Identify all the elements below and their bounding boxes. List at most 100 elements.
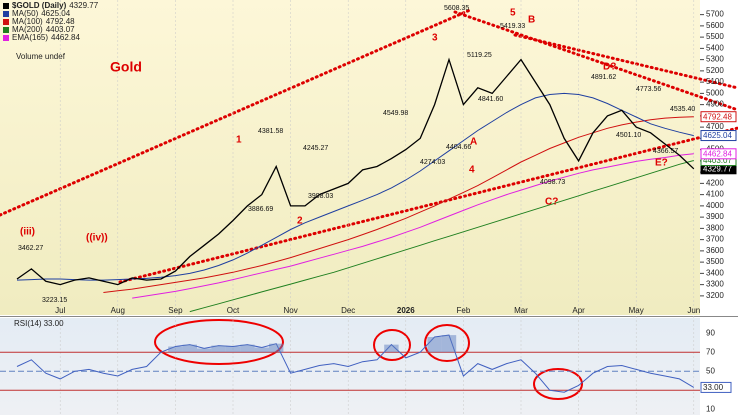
y-tick-label: 3200 xyxy=(706,291,724,300)
y-tick-label: 5000 xyxy=(706,88,724,97)
end-tag xyxy=(700,381,732,393)
price-annotation: 4098.73 xyxy=(540,179,565,186)
end-tag-label: 4329.77 xyxy=(703,164,732,173)
price-annotation: 4274.03 xyxy=(420,159,445,166)
series-line xyxy=(103,116,694,293)
wave-label: 1 xyxy=(236,135,242,146)
price-annotation: 4381.58 xyxy=(258,128,283,135)
x-tick-label: Aug xyxy=(111,306,125,315)
legend-entry: MA(50) 4625.04 xyxy=(3,9,71,18)
highlight xyxy=(373,329,411,361)
x-tick-label: Apr xyxy=(572,306,585,315)
legend-entry: MA(200) 4403.07 xyxy=(3,25,75,34)
end-tag xyxy=(700,130,737,142)
price-annotation: 5119.25 xyxy=(467,52,492,59)
x-tick-label: Jul xyxy=(55,306,65,315)
rsi-overbought xyxy=(197,348,212,353)
y-tick-label: 5500 xyxy=(706,32,724,41)
price-annotation: 3998.03 xyxy=(308,193,333,200)
rsi-tick-label: 70 xyxy=(706,347,715,356)
x-tick-label: Jun xyxy=(687,306,700,315)
highlight xyxy=(154,319,284,365)
end-tag-label: 4462.84 xyxy=(703,149,732,158)
legend-swatch xyxy=(3,3,9,9)
y-tick-label: 3800 xyxy=(706,223,724,232)
legend-entry: EMA(165) 4462.84 xyxy=(3,33,80,42)
highlight xyxy=(424,324,470,362)
price-annotation: 4773.56 xyxy=(636,86,661,93)
wave-label: ((iv)) xyxy=(86,233,108,244)
rsi-overbought xyxy=(441,335,457,353)
series-line xyxy=(132,153,694,299)
rsi-overbought xyxy=(182,344,197,353)
legend-value: 4403.07 xyxy=(46,25,75,34)
rsi-overbought xyxy=(269,343,284,353)
legend-label: MA(200) xyxy=(12,25,43,34)
trendline xyxy=(453,10,738,112)
wave-label: D? xyxy=(603,62,616,73)
rsi-panel xyxy=(0,318,700,415)
wave-label: 4 xyxy=(469,165,475,176)
trendline xyxy=(0,8,472,217)
price-annotation: 4245.27 xyxy=(303,145,328,152)
y-tick-label: 4100 xyxy=(706,190,724,199)
legend-label: EMA(165) xyxy=(12,33,48,42)
end-tag-label: 33.00 xyxy=(703,383,724,392)
rsi-tick-label: 10 xyxy=(706,404,715,413)
rsi-overbought xyxy=(427,337,442,353)
price-annotation: 4501.10 xyxy=(616,132,641,139)
y-tick-label: 3700 xyxy=(706,235,724,244)
series-line xyxy=(16,334,695,393)
rsi-overbought xyxy=(168,346,183,353)
x-tick-label: Feb xyxy=(457,306,471,315)
price-annotation: 5419.33 xyxy=(500,23,525,30)
rsi-overbought xyxy=(254,347,269,353)
y-tick-label: 5300 xyxy=(706,55,724,64)
y-tick-label: 3400 xyxy=(706,268,724,277)
rsi-value: 33.00 xyxy=(44,319,65,328)
legend-label: MA(100) xyxy=(12,17,43,26)
legend-value: 4329.77 xyxy=(69,1,98,10)
chart-label: Gold xyxy=(110,59,142,75)
series-line xyxy=(16,57,695,286)
legend-swatch xyxy=(3,19,9,25)
wave-label: 5 xyxy=(510,8,516,19)
price-annotation: 4366.57 xyxy=(653,148,678,155)
price-annotation: 4891.62 xyxy=(591,74,616,81)
trendlines xyxy=(0,8,738,284)
legend-swatch xyxy=(3,11,9,17)
rsi-label: RSI(14) xyxy=(14,319,42,328)
y-tick-label: 4900 xyxy=(706,100,724,109)
price-annotation: 3462.27 xyxy=(18,245,43,252)
x-tick-label: Mar xyxy=(514,306,528,315)
trendline xyxy=(118,126,738,284)
legend-swatch xyxy=(3,27,9,33)
price-annotation: 4841.60 xyxy=(478,96,503,103)
x-tick-label: Oct xyxy=(227,306,240,315)
end-tag-label: 4625.04 xyxy=(703,131,732,140)
end-tag xyxy=(700,148,737,160)
end-tag xyxy=(700,111,737,123)
y-tick-label: 4000 xyxy=(706,201,724,210)
price-annotation: 3223.15 xyxy=(42,297,67,304)
wave-label: A xyxy=(470,137,477,148)
legend-value: 4792.48 xyxy=(46,17,75,26)
subtitle: Volume undef xyxy=(16,52,66,61)
legend-value: 4625.04 xyxy=(41,9,70,18)
y-tick-label: 4700 xyxy=(706,122,724,131)
legend-label: $GOLD (Daily) xyxy=(12,1,67,10)
y-tick-label: 3500 xyxy=(706,257,724,266)
rsi-tick-label: 50 xyxy=(706,366,715,375)
legend-entry: $GOLD (Daily) 4329.77 xyxy=(3,1,99,10)
price-annotation: 4404.66 xyxy=(446,144,471,151)
x-tick-label: Sep xyxy=(168,306,183,315)
price-annotation: 5608.35 xyxy=(444,5,469,12)
wave-label: C? xyxy=(545,197,558,208)
rsi-overbought xyxy=(240,344,255,353)
y-tick-label: 5100 xyxy=(706,77,724,86)
rsi-highlights xyxy=(154,319,583,400)
wave-label: 2 xyxy=(297,216,303,227)
legend-entry: MA(100) 4792.48 xyxy=(3,17,75,26)
